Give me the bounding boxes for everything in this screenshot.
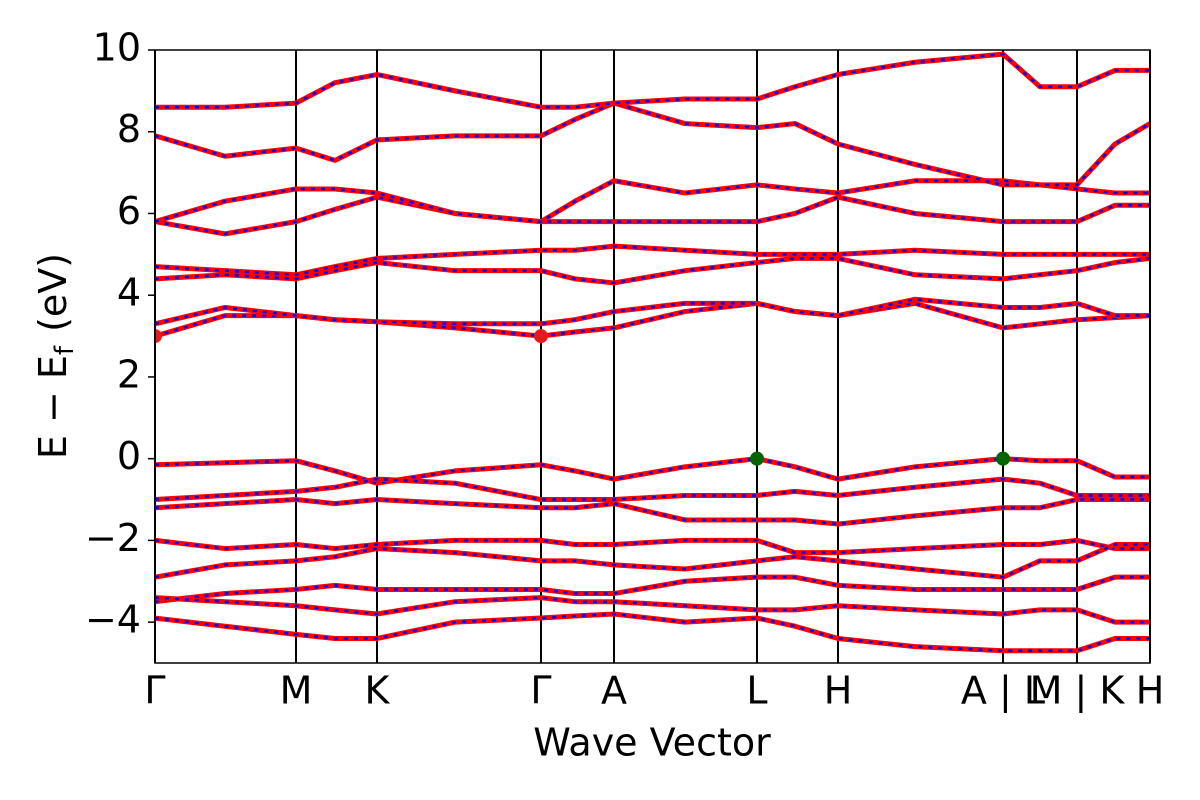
band-dash xyxy=(155,257,1150,285)
x-tick-label: M xyxy=(280,669,313,713)
band-layer xyxy=(155,51,1150,654)
x-axis-label: Wave Vector xyxy=(533,721,771,765)
band-dash xyxy=(155,575,1150,603)
x-tick-label: H xyxy=(824,669,853,713)
y-tick-label: 4 xyxy=(117,271,141,315)
band-edge-point xyxy=(534,329,548,344)
y-label-sub: f xyxy=(50,345,80,355)
x-tick-label: A | L xyxy=(961,669,1045,714)
y-tick-label: 10 xyxy=(93,26,141,70)
x-tick-label: K xyxy=(365,669,391,713)
y-tick-label: 8 xyxy=(117,107,141,151)
y-tick-label: −2 xyxy=(85,516,141,560)
x-tick-label: Γ xyxy=(530,669,551,713)
band-edge-point xyxy=(996,451,1010,466)
y-axis-label: E − Ef (eV) xyxy=(31,253,80,459)
plot-frame xyxy=(154,49,1151,664)
band-dash xyxy=(155,457,1150,485)
band-dash xyxy=(155,539,1150,554)
band-dash xyxy=(155,179,1150,223)
y-tick-label: −4 xyxy=(85,598,141,642)
x-tick-label: A xyxy=(601,669,627,713)
band xyxy=(155,100,1150,188)
x-tick-label: L xyxy=(746,669,767,713)
x-tick-label: M | K xyxy=(1030,669,1126,714)
band-dash xyxy=(155,477,1150,501)
x-tick-label: Γ xyxy=(144,669,165,713)
band-dash xyxy=(155,298,1150,326)
y-label-main: E − E xyxy=(31,355,75,459)
y-tick-label: 0 xyxy=(117,434,141,478)
band-dash xyxy=(155,612,1150,652)
band-dash xyxy=(155,498,1150,526)
band-dash xyxy=(155,543,1150,579)
y-tick-label: 6 xyxy=(117,189,141,233)
band-dash xyxy=(155,244,1150,277)
band-dash xyxy=(155,596,1150,624)
band-edge-point xyxy=(155,329,162,344)
y-tick-label: 2 xyxy=(117,352,141,396)
x-tick-label: H xyxy=(1136,669,1165,713)
band-dash xyxy=(155,52,1150,109)
y-label-unit: (eV) xyxy=(31,253,75,332)
band-dash xyxy=(155,195,1150,236)
band-edge-point xyxy=(750,451,764,466)
